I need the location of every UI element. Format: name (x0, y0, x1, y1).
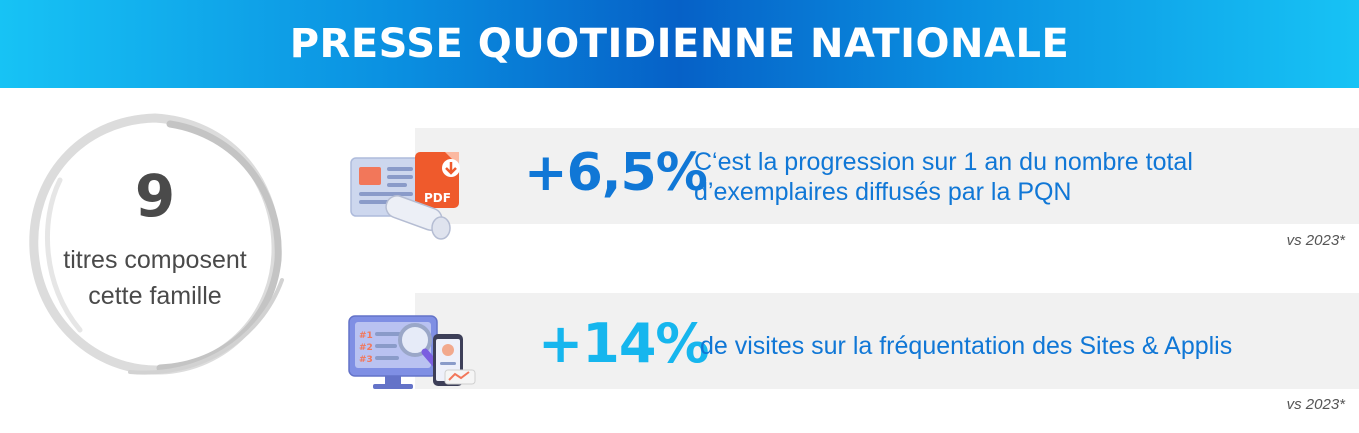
visits-comparison-note: vs 2023* (1286, 396, 1345, 413)
visits-growth-value: +14% (538, 312, 709, 375)
circulation-comparison-note: vs 2023* (1286, 232, 1345, 249)
visits-growth-description: de visites sur la fréquentation des Site… (700, 332, 1233, 360)
circulation-growth-value: +6,5% (524, 143, 708, 203)
monitor-search-icon: #1 #2 #3 (348, 315, 476, 389)
brush-circle-icon (29, 113, 284, 375)
titles-count: 9 (134, 162, 176, 230)
description-line-2: d’exemplaires diffusés par la PQN (694, 178, 1072, 206)
caption-line-1: titres composent (63, 246, 247, 274)
titles-count-badge: 9 titres composent cette famille (20, 110, 290, 380)
page-title: PRESSE QUOTIDIENNE NATIONALE (289, 21, 1070, 67)
pdf-label: PDF (424, 191, 451, 205)
rank-1-label: #1 (359, 331, 373, 341)
stat-panel-circulation (415, 128, 1359, 224)
page-header: PRESSE QUOTIDIENNE NATIONALE (0, 0, 1359, 88)
circulation-growth-description: C‘est la progression sur 1 an du nombre … (694, 147, 1193, 207)
rank-3-label: #3 (359, 355, 373, 365)
caption-line-2: cette famille (88, 282, 222, 310)
stat-panel-visits (415, 293, 1359, 389)
titles-count-caption: titres composent cette famille (20, 242, 290, 314)
newspaper-pdf-icon: PDF (350, 152, 460, 240)
description-line-1: C‘est la progression sur 1 an du nombre … (694, 148, 1193, 176)
rank-2-label: #2 (359, 343, 373, 353)
